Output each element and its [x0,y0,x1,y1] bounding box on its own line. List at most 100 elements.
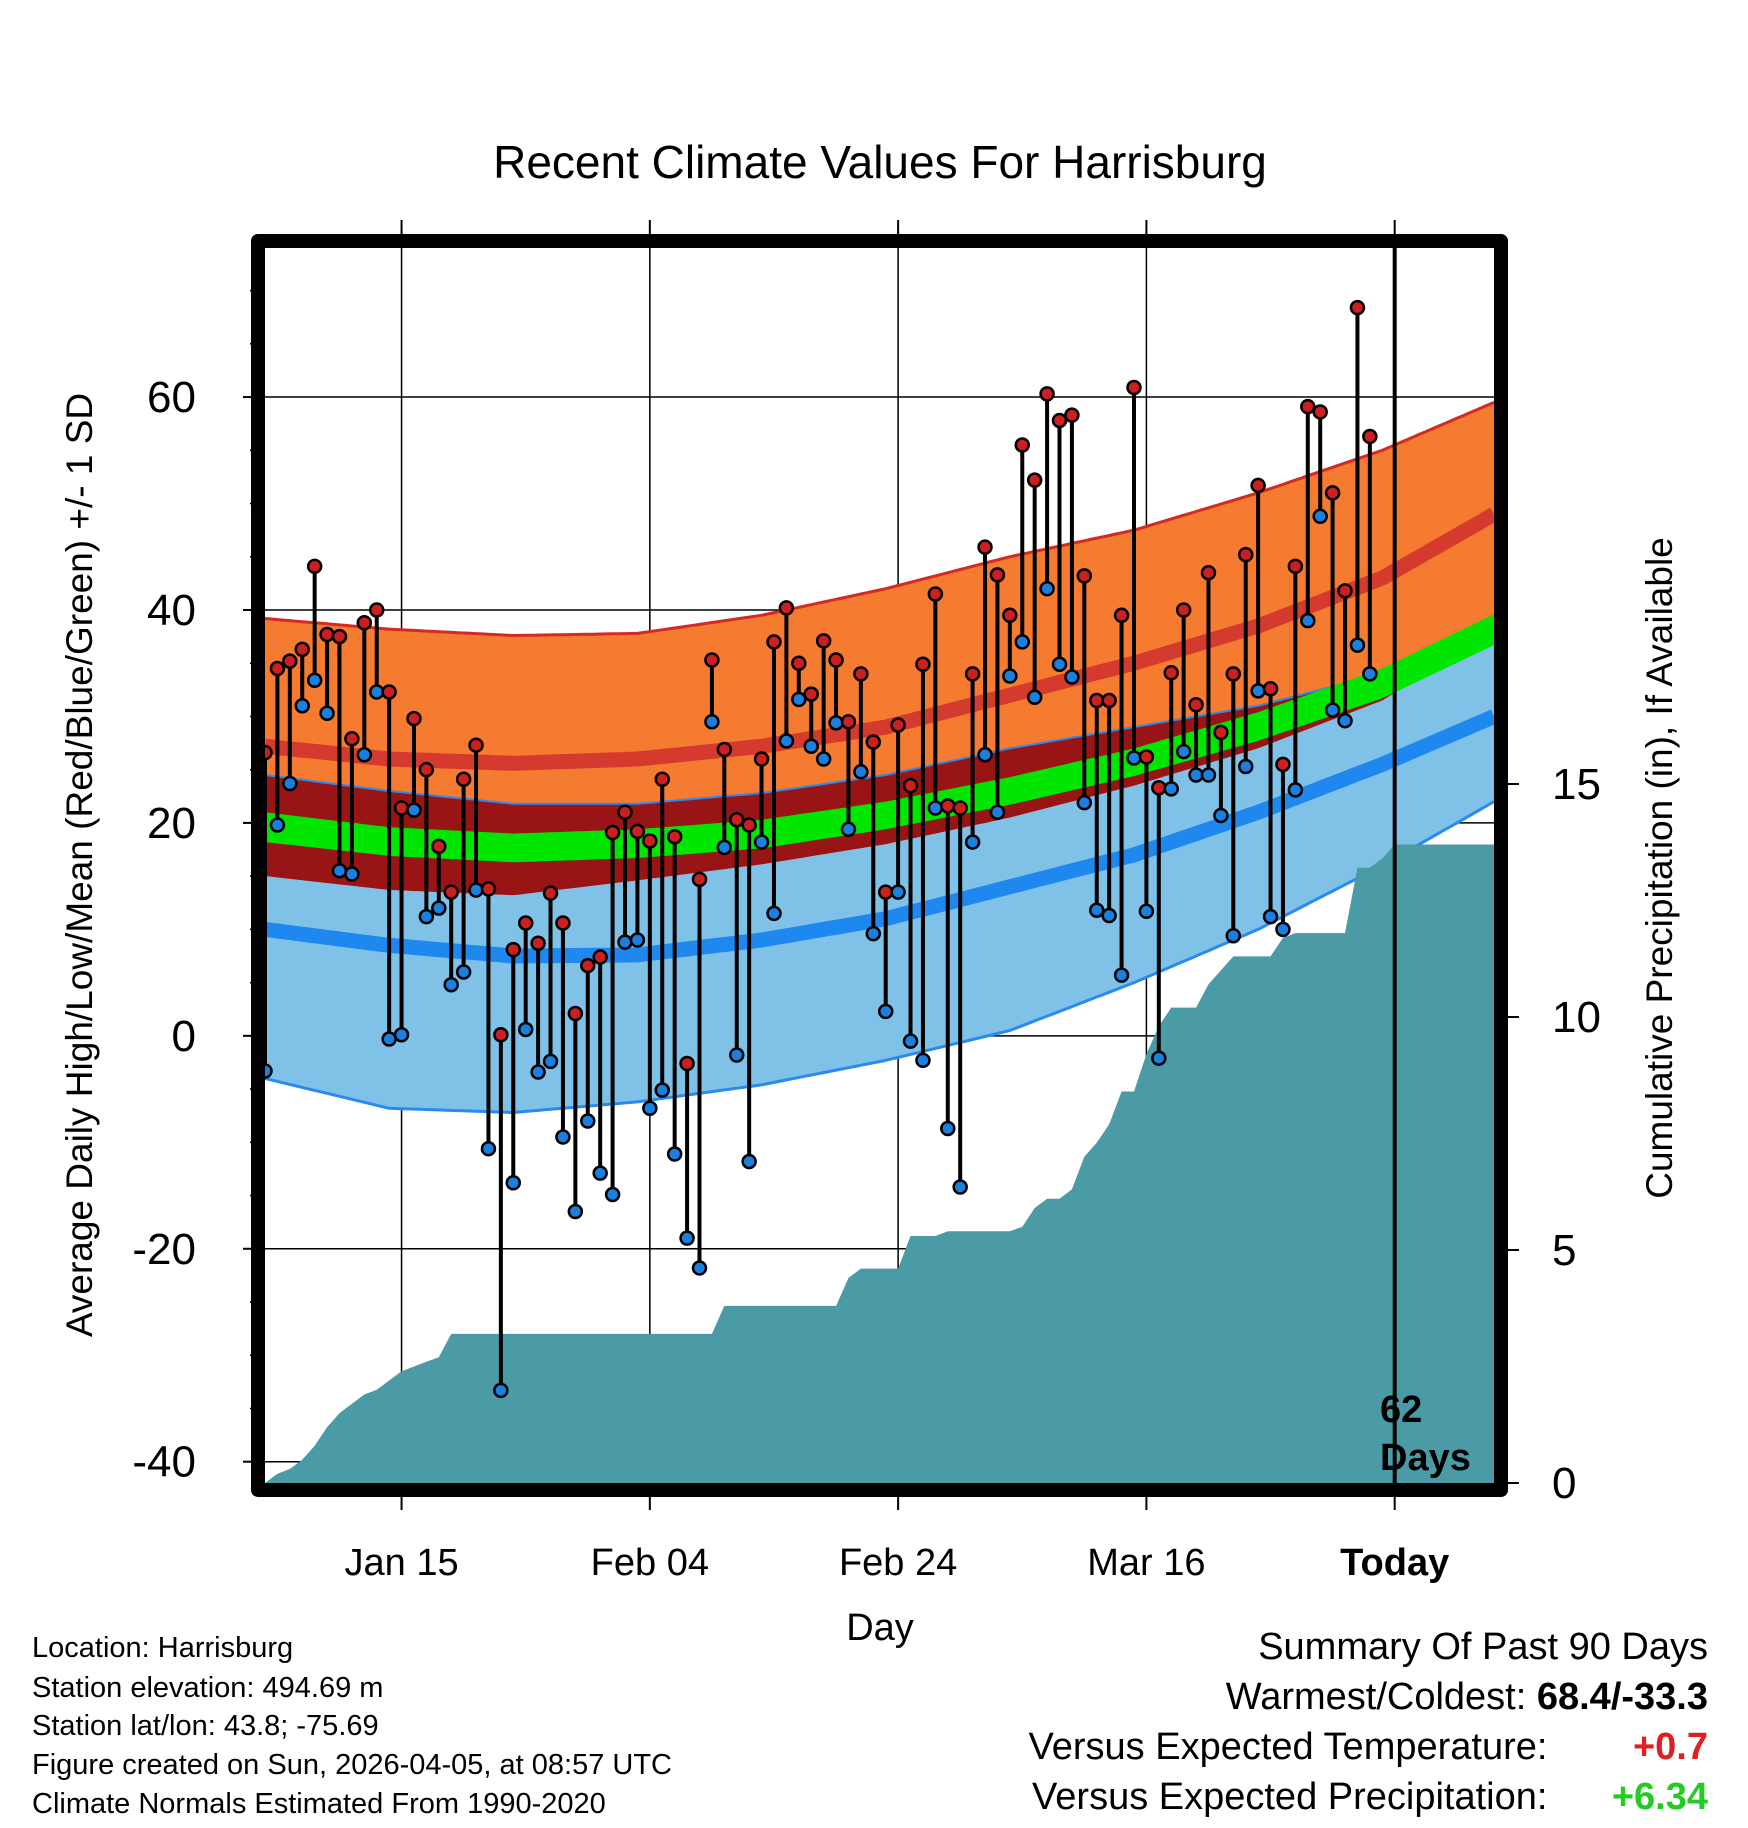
daily-low-point [331,863,348,879]
daily-low-point [455,964,472,980]
daily-low-point [1026,689,1043,706]
daily-low-point [853,764,869,780]
daily-high-point [952,800,968,816]
y-tick-label: -40 [132,1438,196,1487]
daily-low-point [791,691,807,708]
daily-high-point [1324,485,1341,501]
overlap-band [265,631,1494,896]
summary-title: Summary Of Past 90 Days [1258,1626,1708,1668]
daily-low-point [1163,781,1179,797]
daily-high-point [1213,724,1229,741]
normal-low-line [265,709,1494,964]
plot-frame [251,234,1508,1497]
summary-warmest-row: Warmest/Coldest: 68.4/-33.3 [1226,1676,1708,1719]
daily-low-point [840,821,857,838]
daily-low-point [642,1100,658,1116]
daily-high-point [1312,404,1328,420]
daily-high-point [406,710,422,727]
summary-precip-row: Versus Expected Precipitation: +6.34 [1032,1776,1708,1819]
daily-low-point [952,1179,968,1195]
daily-low-point [592,1165,608,1181]
daily-high-point [331,628,348,645]
daily-low-point [753,834,770,850]
daily-high-point [356,615,373,631]
daily-low-point [356,747,373,763]
daily-low-point [265,1063,273,1079]
daily-high-point [393,800,410,816]
summary-warmest-value: 68.4/-33.3 [1536,1676,1708,1718]
y-tick-label: 0 [172,1012,196,1061]
daily-low-point [964,834,981,850]
daily-high-point [679,1055,695,1072]
daily-high-point [1138,749,1155,765]
daily-high-point [1337,583,1353,599]
daily-low-point [691,1260,708,1276]
daily-low-point [468,882,484,898]
daily-low-point [319,705,335,722]
daily-high-point [828,652,844,668]
daily-high-point [741,817,757,833]
y-axis-label: Average Daily High/Low/Mean (Red/Blue/Gr… [59,393,100,1337]
daily-low-point [890,884,906,900]
daily-high-point [902,777,919,794]
daily-low-point [1237,758,1254,775]
y2-tick-label: 15 [1552,760,1601,809]
daily-high-point [1076,568,1093,584]
daily-low-point [555,1129,571,1145]
daily-low-point [1324,702,1341,718]
daily-low-point [443,976,459,993]
daily-high-point [915,656,931,673]
footer-location: Location: Harrisburg [32,1632,294,1664]
normal-high-line [265,507,1494,771]
summary-temp-row: Versus Expected Temperature: +0.7 [1029,1726,1708,1769]
daily-high-point [977,539,993,555]
daily-high-point [306,558,323,575]
daily-high-point [431,838,447,855]
footer-created: Figure created on Sun, 2026-04-05, at 08… [32,1749,672,1781]
daily-low-point [716,839,733,856]
daily-high-point [1014,437,1031,453]
daily-high-point [1188,696,1204,713]
daily-low-point [1312,508,1328,525]
daily-high-point [542,885,559,901]
daily-high-point [269,660,286,677]
daily-low-point [1151,1050,1167,1066]
x-axis-label: Day [846,1607,914,1649]
daily-high-point [840,714,857,730]
daily-high-point [691,871,708,888]
footer-latlon: Station lat/lon: 43.8; -75.69 [32,1710,379,1742]
daily-low-point [431,900,447,916]
summary-warmest-label: Warmest/Coldest: [1225,1676,1527,1718]
daily-high-point [505,941,522,958]
daily-low-point [989,804,1006,821]
daily-high-point [1026,472,1043,488]
daily-high-point [1039,386,1055,402]
daily-low-point [741,1153,757,1170]
daily-low-point [877,1003,894,1020]
daily-low-point [368,684,385,700]
daily-high-point [1113,607,1130,624]
daily-low-point [567,1203,584,1220]
daily-low-point [803,738,819,755]
daily-low-point [505,1175,522,1191]
daily-low-point [1002,668,1018,684]
daily-high-point [766,634,782,650]
daily-high-point [1225,666,1242,682]
summary-precip-value: +6.34 [1611,1776,1708,1818]
daily-low-point [282,775,298,792]
daily-low-point [1126,750,1142,766]
daily-low-point [1138,903,1155,920]
daily-high-point [716,741,733,758]
daily-high-point [368,602,385,618]
daily-high-point [468,737,484,753]
daily-low-point [828,715,844,731]
daily-high-point [890,717,906,733]
daily-high-point [265,744,273,761]
daily-low-point [1262,908,1279,925]
footer-elevation: Station elevation: 494.69 m [32,1672,384,1704]
daily-low-point [1014,634,1031,650]
today-days-unit: Days [1380,1437,1471,1479]
daily-low-point [406,802,422,818]
daily-high-point [1064,407,1080,423]
daily-low-point [418,908,435,925]
